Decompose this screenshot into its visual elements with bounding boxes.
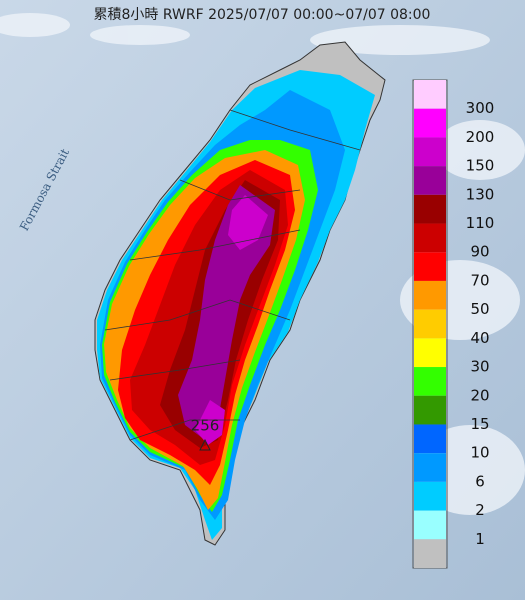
legend-swatch [414, 481, 446, 511]
legend-swatch [414, 80, 446, 109]
county-lines [104, 109, 361, 441]
legend-swatch [414, 309, 446, 339]
legend-label: 50 [470, 300, 489, 318]
title: 累積8小時 RWRF 2025/07/07 00:00~07/07 08:00 [94, 7, 431, 23]
legend-label: 2 [475, 501, 485, 519]
legend-label: 15 [470, 415, 489, 433]
legend-swatch [414, 280, 446, 310]
legend-swatch [414, 223, 446, 253]
rain-violet [228, 195, 268, 250]
max-marker [199, 438, 211, 451]
legend-label: 300 [466, 99, 495, 117]
legend-swatch [414, 108, 446, 138]
legend-swatch [414, 539, 446, 568]
legend-swatch [414, 367, 446, 396]
rain-purple [178, 185, 275, 440]
legend-label: 6 [475, 472, 485, 490]
legend-label: 30 [470, 358, 489, 376]
legend-label: 90 [470, 243, 489, 261]
legend-swatch [414, 252, 446, 281]
legend-swatch [414, 338, 446, 368]
legend-swatch [414, 194, 446, 224]
legend-swatch [414, 453, 446, 482]
legend-label: 1 [475, 530, 485, 548]
legend-label: 20 [470, 386, 489, 404]
legend-label: 200 [466, 128, 495, 146]
legend-label: 70 [470, 271, 489, 289]
legend-label: 130 [466, 185, 495, 203]
rain-violet-south [195, 400, 225, 445]
max-label: 256 [191, 417, 220, 435]
legend-label: 40 [470, 329, 489, 347]
legend-swatch [414, 166, 446, 195]
legend: 300 200 150 130 110 90 70 50 40 30 20 15 10 6 2 1 [414, 80, 494, 568]
legend-swatch [414, 395, 446, 425]
legend-label: 10 [470, 444, 489, 462]
legend-label: 110 [466, 214, 495, 232]
legend-swatch [414, 510, 446, 540]
legend-label: 150 [466, 157, 495, 175]
legend-swatch [414, 137, 446, 167]
taiwan [94, 41, 386, 546]
legend-swatch [414, 424, 446, 454]
